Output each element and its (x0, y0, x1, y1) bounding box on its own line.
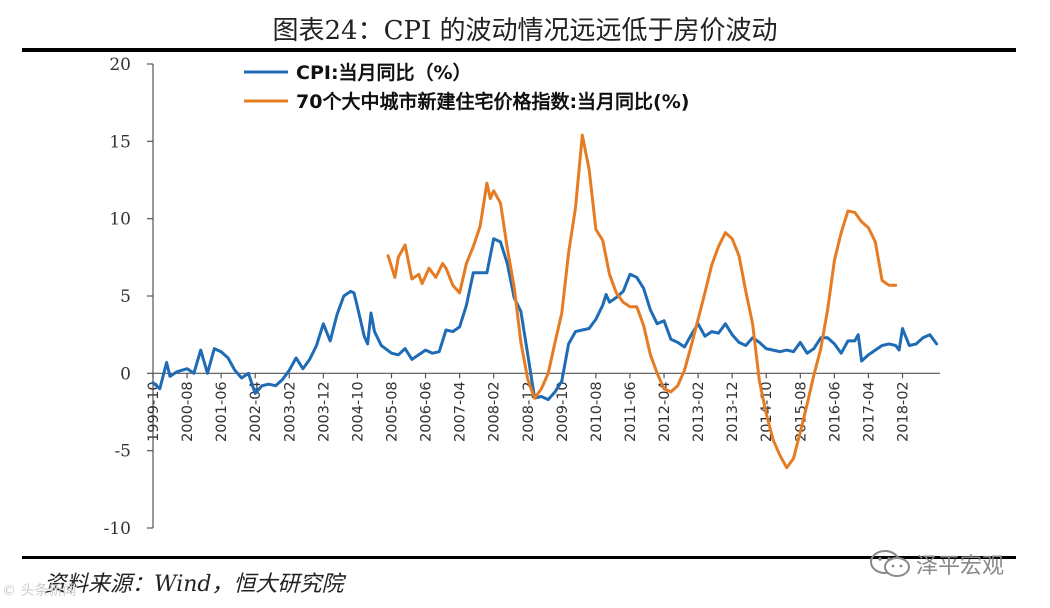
x-tick-label: 2013-12 (725, 381, 741, 442)
x-tick-label: 2017-04 (861, 381, 877, 442)
x-tick-label: 2013-02 (691, 381, 707, 442)
chart-axes: 20 15 10 5 0 -5 -10 1999-10 2000-08 2001-06 2002-0… (104, 55, 940, 539)
y-tick-label: 10 (109, 210, 131, 230)
x-tick-label: 2001-06 (214, 381, 230, 442)
x-tick-label: 2006-06 (419, 381, 435, 442)
x-tick-label: 2015-08 (793, 381, 809, 442)
y-tick-label: -10 (104, 519, 131, 539)
source-note: 资料来源：Wind，恒大研究院 (44, 572, 344, 597)
x-tick-label: 2003-12 (316, 381, 332, 442)
wechat-icon (870, 550, 910, 577)
chart-title: 图表24：CPI 的波动情况远远低于房价波动 (272, 16, 778, 46)
corner-watermark: © 头条新闻 (2, 583, 77, 599)
legend-label: CPI:当月同比（%） (296, 61, 472, 84)
x-tick-label: 2008-02 (487, 381, 503, 442)
x-tick-label: 2002-04 (248, 381, 264, 442)
chart-series (151, 133, 939, 470)
title-divider (22, 48, 1016, 52)
y-tick-label: 15 (109, 132, 131, 152)
x-tick-label: 2010-08 (589, 381, 605, 442)
cpi-series-line (151, 237, 939, 402)
x-tick-label: 2009-10 (555, 381, 571, 442)
watermark: 泽平宏观 (868, 548, 1004, 580)
legend-label: 70个大中城市新建住宅价格指数:当月同比(%) (296, 90, 689, 113)
x-tick-label: 2004-10 (350, 381, 366, 442)
x-tick-label: 1999-10 (146, 381, 162, 442)
x-tick-label: 2012-04 (657, 381, 673, 442)
y-tick-label: 0 (120, 364, 131, 384)
watermark-text: 泽平宏观 (916, 554, 1005, 579)
x-tick-label: 2003-02 (282, 381, 298, 442)
y-tick-label: 20 (109, 55, 131, 75)
y-tick-label: 5 (120, 287, 131, 307)
footer-divider (22, 556, 1016, 559)
x-tick-label: 2000-08 (180, 381, 196, 442)
x-tick-label: 2016-06 (827, 381, 843, 442)
y-tick-label: -5 (114, 442, 131, 462)
x-tick-label: 2011-06 (623, 381, 639, 442)
x-tick-label: 2018-02 (896, 381, 912, 442)
x-tick-label: 2007-04 (453, 381, 469, 442)
x-tick-label: 2005-08 (384, 381, 400, 442)
house-price-series-line (386, 133, 898, 470)
chart-legend: CPI:当月同比（%） 70个大中城市新建住宅价格指数:当月同比(%) (244, 61, 689, 113)
